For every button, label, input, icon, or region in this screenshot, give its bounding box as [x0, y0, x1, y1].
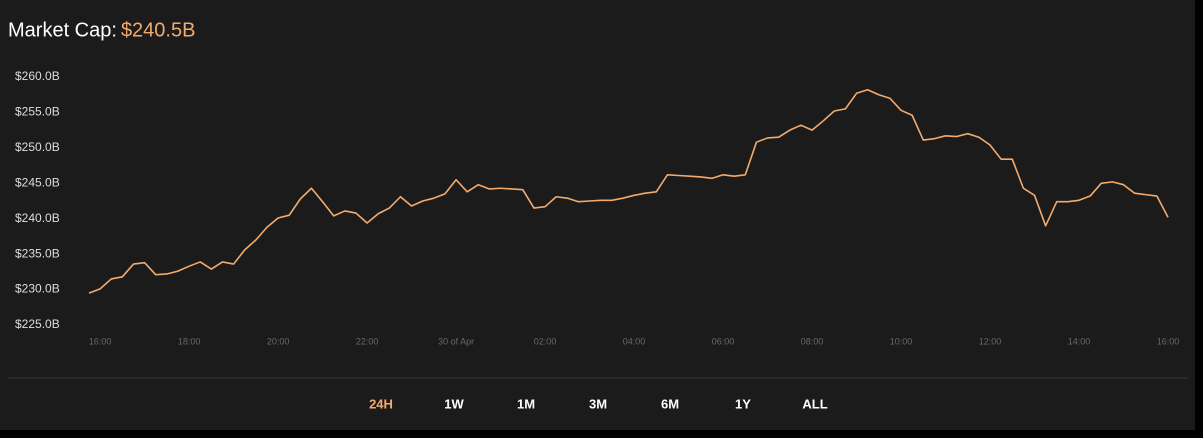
x-tick-label: 22:00 — [356, 336, 379, 346]
range-tab[interactable]: 1W — [444, 396, 464, 411]
x-tick-label: 30 of Apr — [438, 336, 474, 346]
x-tick-label: 18:00 — [178, 336, 201, 346]
range-tab[interactable]: ALL — [802, 396, 827, 411]
x-tick-label: 02:00 — [534, 336, 557, 346]
x-tick-label: 08:00 — [801, 336, 824, 346]
chart-title: Market Cap: — [8, 19, 117, 41]
y-tick-label: $250.0B — [15, 140, 60, 154]
x-tick-label: 20:00 — [267, 336, 290, 346]
y-tick-label: $235.0B — [15, 246, 60, 260]
range-tab[interactable]: 3M — [589, 396, 607, 411]
y-tick-label: $240.0B — [15, 211, 60, 225]
y-tick-label: $255.0B — [15, 105, 60, 119]
range-tab[interactable]: 1Y — [735, 396, 751, 411]
x-tick-label: 04:00 — [623, 336, 646, 346]
x-tick-label: 16:00 — [89, 336, 112, 346]
chart: Market Cap: $240.5B $225.0B $230.0B $235.0… — [8, 19, 1188, 411]
range-tab[interactable]: 1M — [517, 396, 535, 411]
title-value: $240.5B — [121, 19, 196, 41]
x-tick-label: 10:00 — [890, 336, 913, 346]
x-tick-label: 14:00 — [1068, 336, 1091, 346]
range-tab[interactable]: 24H — [369, 396, 393, 411]
range-tab[interactable]: 6M — [661, 396, 679, 411]
x-tick-label: 12:00 — [979, 336, 1002, 346]
y-tick-label: $225.0B — [15, 317, 60, 331]
y-tick-label: $260.0B — [15, 69, 60, 83]
price-line — [88, 88, 1169, 294]
y-tick-label: $230.0B — [15, 282, 60, 296]
x-tick-label: 06:00 — [712, 336, 735, 346]
x-tick-label: 16:00 — [1157, 336, 1180, 346]
y-tick-label: $245.0B — [15, 175, 60, 189]
app-frame: Market Cap: $240.5B $225.0B $230.0B $235.0… — [0, 0, 1195, 430]
